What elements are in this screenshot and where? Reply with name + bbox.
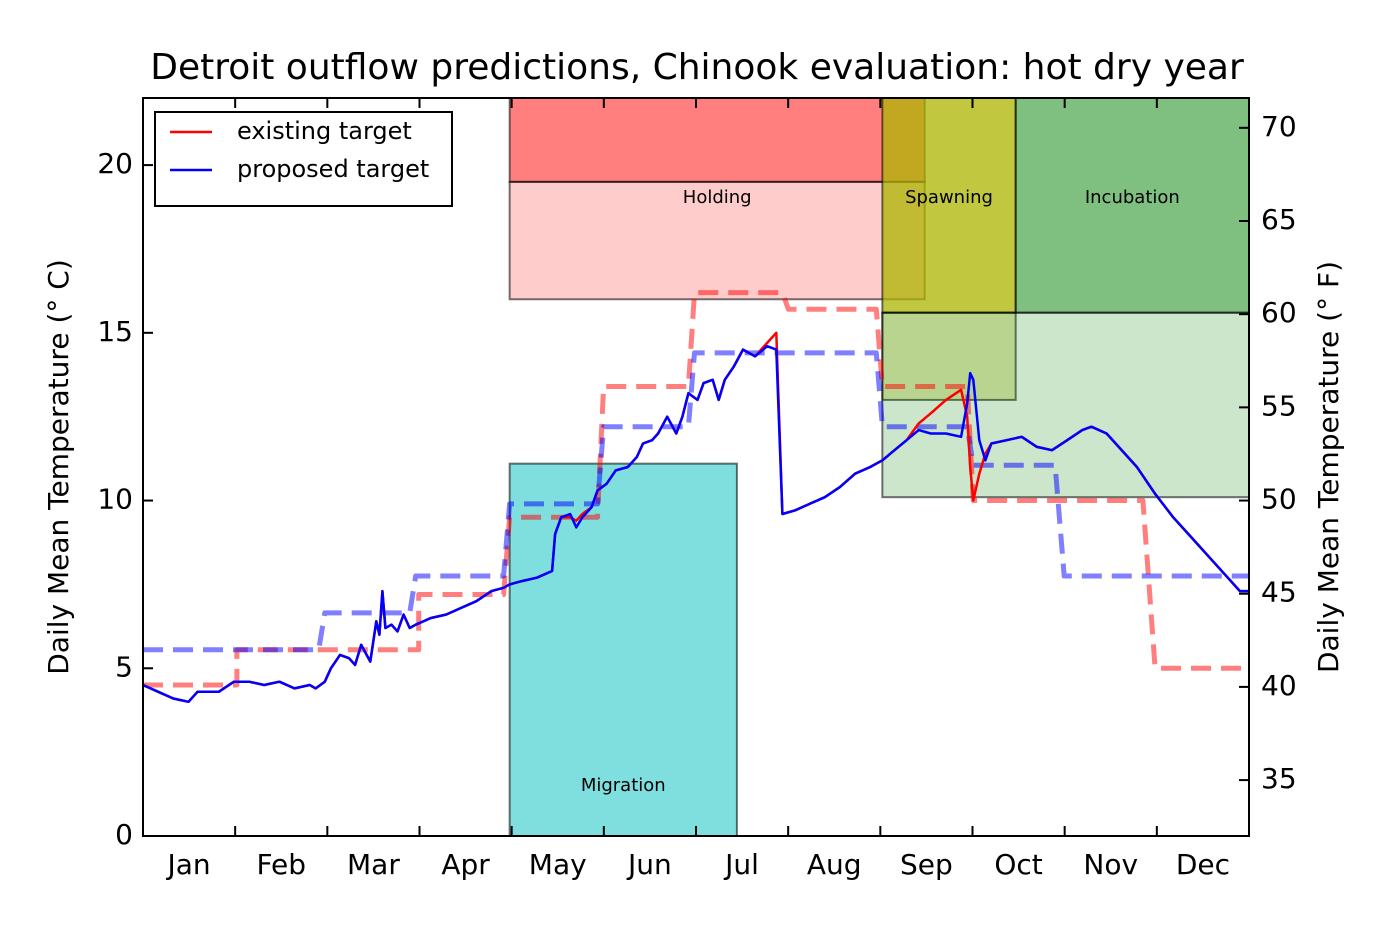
- zone-label: Holding: [683, 187, 752, 208]
- legend-label: existing target: [237, 117, 412, 145]
- zone-rect: [508, 180, 926, 301]
- legend-label: proposed target: [237, 155, 429, 183]
- zone-rect: [881, 311, 1251, 499]
- zone-label: Migration: [581, 775, 666, 796]
- x-tick-label: May: [529, 848, 587, 881]
- y2-tick-label: 35: [1261, 762, 1297, 795]
- x-tick-label: Oct: [994, 848, 1042, 881]
- y2-tick-label: 45: [1261, 576, 1297, 609]
- y-tick-label: 20: [97, 147, 133, 180]
- x-tick-label: Mar: [347, 848, 400, 881]
- x-tick-label: Dec: [1176, 848, 1230, 881]
- y2-tick-label: 50: [1261, 483, 1297, 516]
- zone-label: Spawning: [905, 187, 993, 208]
- y2-tick-label: 40: [1261, 669, 1297, 702]
- y2-tick-label: 55: [1261, 389, 1297, 422]
- x-tick-label: Jul: [723, 848, 759, 881]
- legend-box: [154, 111, 453, 207]
- chart-title: Detroit outflow predictions, Chinook eva…: [150, 47, 1244, 88]
- series-line: [142, 344, 1249, 704]
- target-line: [143, 290, 1249, 688]
- x-tick-label: Apr: [441, 848, 490, 881]
- x-tick-label: Sep: [900, 848, 953, 881]
- zone-rect: [508, 97, 926, 183]
- y-tick-label: 10: [97, 483, 133, 516]
- y-tick-label: 5: [115, 650, 133, 683]
- zone-rect: [1014, 97, 1250, 314]
- zones: Migration Holding Spawning Incubation: [508, 97, 1251, 837]
- y2-tick-label: 70: [1261, 110, 1297, 143]
- y2-axis-label: Daily Mean Temperature (° F): [1312, 261, 1345, 673]
- x-tick-label: Jun: [626, 848, 672, 881]
- x-tick-label: Nov: [1083, 848, 1138, 881]
- axes: 0 5 10 15 20 35 40 45 50 55 60 65 70 Jan Feb Mar Apr May J…: [97, 97, 1297, 881]
- y2-tick-label: 65: [1261, 203, 1297, 236]
- zone-rect: [508, 462, 738, 837]
- lines: [142, 290, 1249, 704]
- y-axis-label: Daily Mean Temperature (° C): [42, 259, 75, 675]
- y-tick-label: 0: [115, 818, 133, 851]
- y-tick-label: 15: [97, 315, 133, 348]
- x-tick-label: Jan: [165, 848, 210, 881]
- x-tick-label: Feb: [256, 848, 306, 881]
- y2-tick-label: 60: [1261, 296, 1297, 329]
- zone-label: Incubation: [1085, 187, 1180, 208]
- x-tick-label: Aug: [807, 848, 862, 881]
- target-line: [143, 350, 1249, 653]
